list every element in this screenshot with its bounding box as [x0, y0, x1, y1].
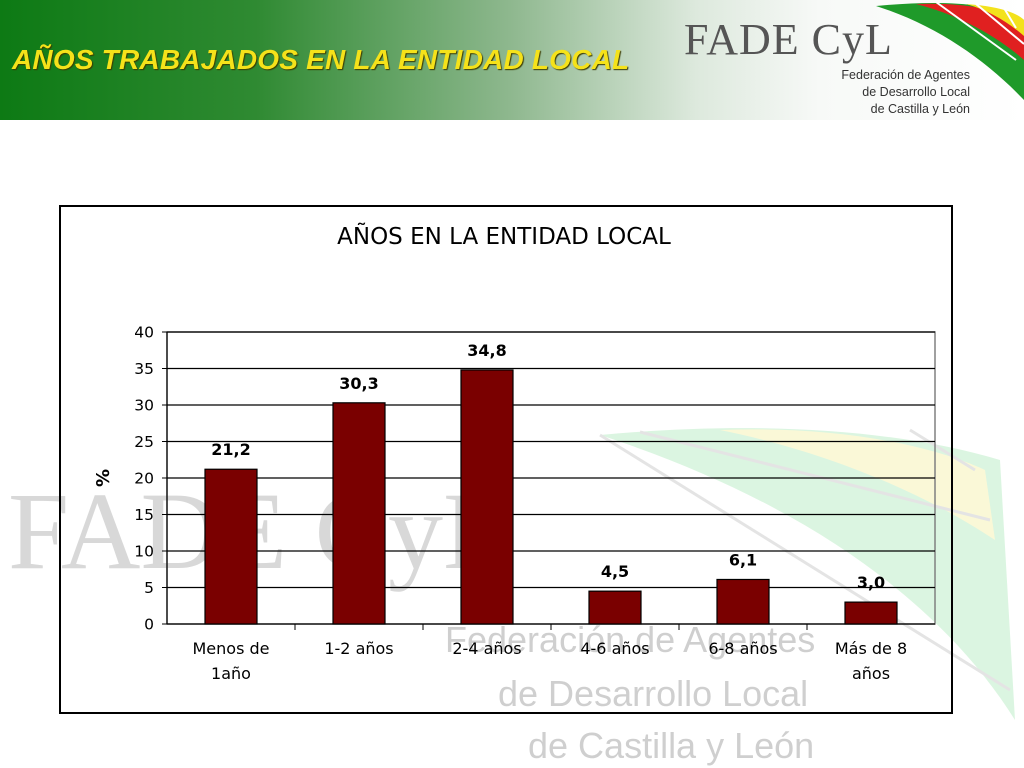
- bar: [588, 590, 642, 625]
- plot-area: 0 5 10 15 20 25 30 35 40 21,2 Menos de 1año 30,3 1-2 …: [134, 324, 936, 683]
- watermark-line-3: de Castilla y León: [528, 725, 814, 766]
- y-tick-label: 40: [134, 324, 154, 342]
- logo-subtitle-line-3: de Castilla y León: [870, 102, 970, 116]
- x-tick-label: 2-4 años: [452, 639, 521, 658]
- chart-title: AÑOS EN LA ENTIDAD LOCAL: [337, 222, 671, 250]
- y-tick-label: 0: [144, 616, 154, 634]
- data-label: 21,2: [211, 440, 250, 459]
- logo-emblem-icon: [876, 1, 1024, 101]
- bar: [332, 402, 386, 625]
- page-title: AÑOS TRABAJADOS EN LA ENTIDAD LOCAL: [12, 44, 630, 75]
- bar: [844, 601, 898, 625]
- bar: [204, 468, 258, 625]
- bar-chart: AÑOS EN LA ENTIDAD LOCAL % 0 5 10 15 20 25 30 3…: [93, 222, 936, 683]
- data-label: 3,0: [857, 573, 885, 592]
- watermark-line-1: Federación de Agentes: [445, 619, 815, 660]
- logo: FADE CyL Federación de Agentes de Desarr…: [680, 0, 1024, 120]
- data-label: 4,5: [601, 562, 629, 581]
- y-tick-label: 30: [134, 397, 154, 415]
- logo-wordmark: FADE CyL: [684, 15, 893, 64]
- logo-subtitle-line-1: Federación de Agentes: [841, 68, 970, 82]
- header-band: AÑOS TRABAJADOS EN LA ENTIDAD LOCAL FADE…: [0, 0, 1024, 120]
- bar: [460, 369, 514, 625]
- x-tick-label: 4-6 años: [580, 639, 649, 658]
- logo-subtitle-line-2: de Desarrollo Local: [862, 85, 970, 99]
- x-tick-label: 1año: [211, 664, 251, 683]
- x-tick-label: Más de 8: [835, 639, 907, 658]
- x-tick-label: años: [852, 664, 890, 683]
- watermark-wordmark: FADE CyL: [8, 470, 510, 592]
- y-axis-label: %: [93, 469, 114, 487]
- data-label: 30,3: [339, 374, 378, 393]
- y-tick-label: 25: [134, 433, 154, 451]
- x-tick-label: 6-8 años: [708, 639, 777, 658]
- y-tick-label: 10: [134, 543, 154, 561]
- bar: [716, 578, 770, 625]
- watermark-line-2: de Desarrollo Local: [498, 673, 808, 714]
- y-tick-label: 20: [134, 470, 154, 488]
- x-tick-label: Menos de: [193, 639, 270, 658]
- y-tick-label: 15: [134, 506, 154, 524]
- data-label: 6,1: [729, 550, 757, 569]
- logo-subtitle: Federación de Agentes de Desarrollo Loca…: [830, 67, 970, 118]
- chart-container: AÑOS EN LA ENTIDAD LOCAL % 0 5 10 15 20 25 30 3…: [59, 205, 953, 714]
- y-tick-label: 5: [144, 579, 154, 597]
- x-tick-label: 1-2 años: [324, 639, 393, 658]
- data-label: 34,8: [467, 341, 506, 360]
- y-tick-label: 35: [134, 360, 154, 378]
